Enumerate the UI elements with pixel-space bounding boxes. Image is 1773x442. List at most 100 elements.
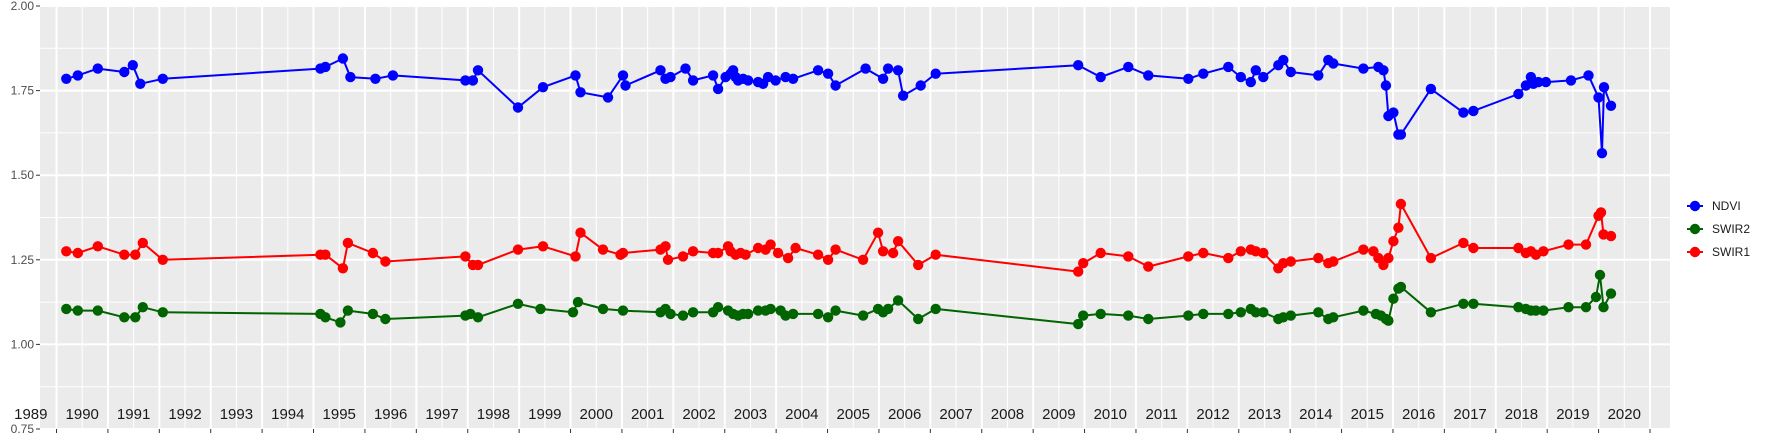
data-point-swir1 (740, 249, 751, 260)
data-point-swir2 (1123, 310, 1134, 321)
data-point-swir2 (930, 303, 941, 315)
x-tick-label: 2007 (939, 406, 972, 423)
data-point-ndvi (1245, 76, 1257, 88)
data-point-ndvi (92, 63, 104, 74)
data-point-ndvi (1593, 92, 1604, 103)
x-axis: 1989 1990 1991 1992 1993 1994 1995 1996 1997 1998… (14, 406, 1651, 433)
x-tick-label: 1998 (477, 406, 510, 423)
data-point-swir2 (1143, 313, 1154, 325)
data-point-ndvi (787, 73, 799, 85)
data-point-ndvi (512, 102, 524, 113)
data-point-ndvi (320, 61, 331, 73)
data-point-swir1 (887, 247, 899, 259)
data-point-swir2 (1563, 302, 1574, 313)
data-point-ndvi (472, 65, 484, 76)
data-point-swir1 (72, 247, 84, 259)
data-point-swir2 (787, 308, 799, 320)
data-point-swir1 (782, 252, 794, 264)
data-point-swir2 (712, 302, 724, 313)
data-point-swir1 (1095, 247, 1106, 259)
data-point-swir1 (822, 254, 834, 265)
data-point-swir1 (597, 244, 609, 255)
data-point-ndvi (877, 73, 889, 85)
data-point-swir2 (1530, 305, 1542, 316)
data-point-swir2 (822, 312, 834, 323)
data-point-swir1 (662, 254, 674, 265)
data-point-ndvi (655, 65, 666, 76)
data-point-ndvi (1250, 65, 1262, 76)
data-point-swir2 (687, 307, 699, 318)
data-point-ndvi (467, 75, 479, 86)
data-point-ndvi (1095, 71, 1106, 83)
x-tick-label: 2018 (1505, 406, 1538, 423)
legend-label: SWIR2 (1712, 222, 1750, 236)
y-tick-label: 1.50 (11, 168, 35, 182)
data-point-swir1 (765, 239, 776, 250)
data-point-swir1 (61, 246, 72, 257)
data-point-swir2 (1598, 302, 1609, 313)
data-point-ndvi (742, 75, 754, 86)
x-tick-label: 2006 (888, 406, 921, 423)
data-point-swir2 (765, 303, 776, 315)
data-point-swir1 (337, 263, 349, 274)
data-point-ndvi (1605, 100, 1617, 112)
data-point-swir1 (92, 241, 104, 252)
data-point-swir1 (677, 251, 689, 262)
data-point-swir2 (92, 305, 104, 316)
y-tick-label: 0.75 (11, 422, 35, 436)
x-tick-label: 2019 (1556, 406, 1589, 423)
data-point-swir1 (1458, 237, 1469, 249)
data-point-swir2 (1313, 307, 1324, 318)
data-point-ndvi (337, 53, 349, 64)
data-point-swir1 (1073, 266, 1084, 277)
data-point-ndvi (617, 70, 629, 81)
data-point-swir2 (572, 296, 584, 308)
data-point-ndvi (157, 73, 168, 85)
data-point-swir1 (913, 259, 924, 271)
x-tick-label: 1999 (528, 406, 561, 423)
data-point-swir2 (1078, 310, 1089, 321)
data-point-ndvi (570, 70, 581, 81)
data-point-ndvi (822, 68, 834, 79)
data-point-ndvi (1123, 61, 1134, 73)
data-point-ndvi (135, 78, 146, 90)
data-point-swir2 (1223, 308, 1234, 320)
x-tick-label: 1994 (271, 406, 304, 423)
data-point-swir2 (1358, 305, 1369, 316)
data-point-swir2 (1388, 293, 1399, 304)
data-point-ndvi (680, 63, 691, 74)
data-point-swir2 (1580, 302, 1592, 313)
data-point-ndvi (345, 71, 356, 83)
data-point-swir1 (1468, 242, 1479, 254)
data-point-ndvi (1285, 66, 1297, 78)
x-tick-label: 2003 (734, 406, 767, 423)
data-point-ndvi (930, 68, 941, 79)
grid-minor (40, 6, 1670, 429)
data-point-ndvi (1388, 107, 1399, 118)
data-point-ndvi (860, 63, 871, 74)
data-point-ndvi (460, 75, 471, 86)
data-point-swir1 (1595, 207, 1607, 218)
data-point-swir2 (830, 305, 841, 316)
legend-key-point (1689, 246, 1701, 258)
data-point-ndvi (1235, 71, 1247, 83)
data-point-ndvi (712, 83, 724, 95)
data-point-swir2 (617, 305, 629, 316)
legend-item-ndvi: NDVI (1687, 199, 1741, 213)
data-point-swir2 (320, 312, 331, 323)
data-point-ndvi (620, 80, 631, 91)
x-tick-label: 2001 (631, 406, 664, 423)
data-point-swir2 (1328, 312, 1339, 323)
data-point-ndvi (1198, 68, 1209, 79)
data-point-swir1 (1183, 251, 1194, 262)
data-point-swir1 (660, 241, 671, 252)
data-point-swir2 (1468, 298, 1479, 309)
x-tick-label: 2008 (991, 406, 1024, 423)
data-point-swir2 (752, 305, 764, 316)
legend: NDVI SWIR2 SWIR1 (1687, 199, 1750, 259)
legend-item-swir2: SWIR2 (1687, 222, 1750, 236)
data-point-swir2 (597, 303, 609, 315)
data-point-swir1 (617, 247, 629, 259)
data-point-ndvi (1425, 83, 1437, 95)
